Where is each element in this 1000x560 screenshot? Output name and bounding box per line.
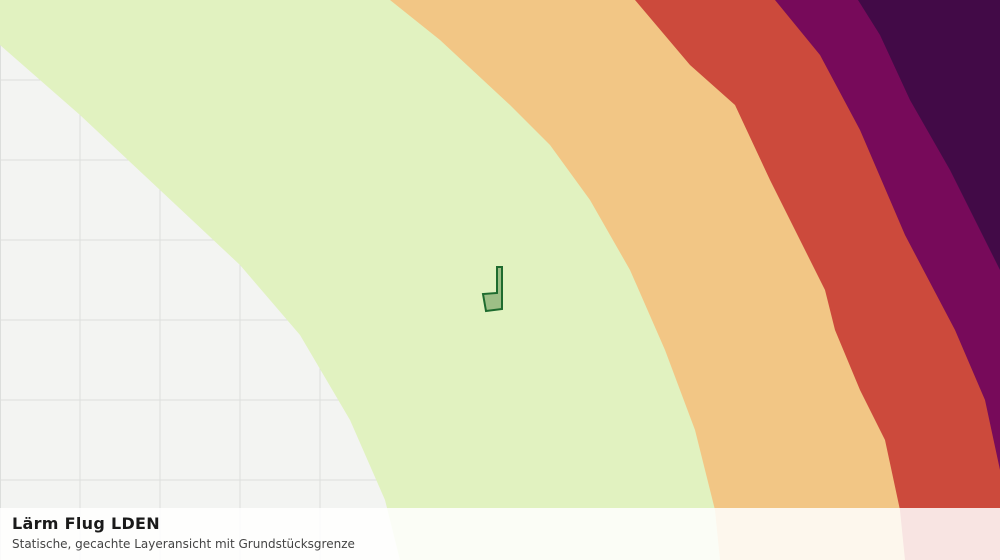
parcel-boundary (481, 266, 503, 313)
info-bar: Lärm Flug LDEN Statische, gecachte Layer… (0, 508, 1000, 560)
layer-subtitle: Statische, gecachte Layeransicht mit Gru… (12, 537, 355, 551)
layer-title: Lärm Flug LDEN (12, 514, 160, 533)
noise-band-5 (858, 0, 1000, 270)
